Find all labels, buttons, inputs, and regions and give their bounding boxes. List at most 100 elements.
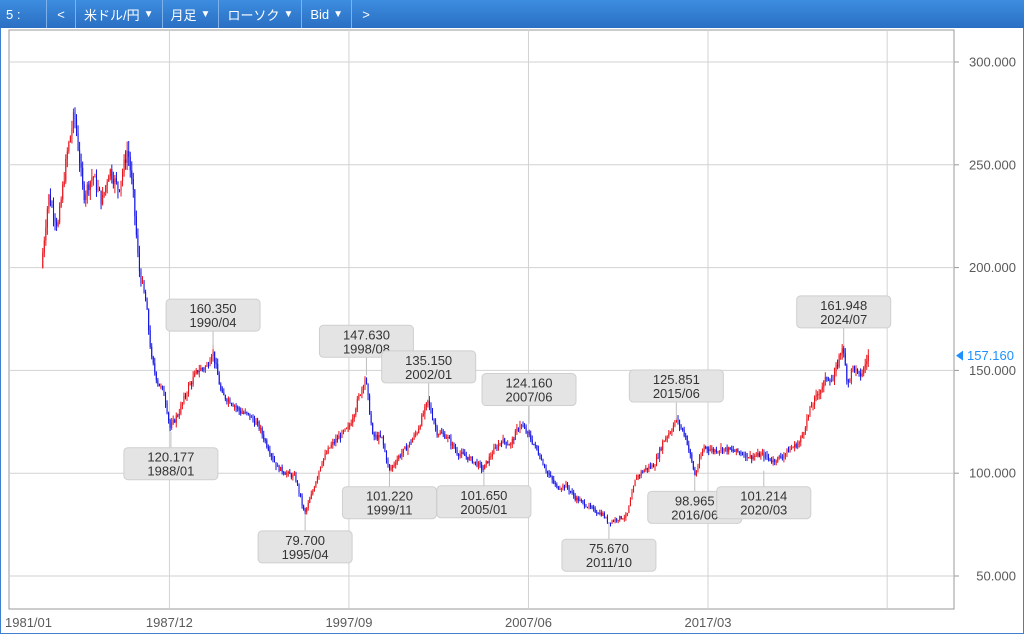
candle — [769, 458, 771, 462]
candle-body-up — [45, 227, 47, 241]
candle-body-up — [628, 505, 630, 513]
candle-body-down — [758, 453, 760, 457]
candle — [215, 357, 217, 369]
candle-body-down — [74, 112, 76, 119]
candle-body-down — [79, 149, 81, 163]
candle — [65, 154, 67, 184]
candle — [275, 462, 277, 471]
candle — [223, 388, 225, 396]
candle — [703, 444, 705, 453]
candle — [646, 467, 648, 473]
candle-body-down — [582, 500, 584, 502]
candle-body-up — [68, 142, 70, 152]
candle — [326, 450, 328, 455]
candle-body-down — [729, 447, 731, 450]
candle-body-up — [292, 474, 294, 478]
candle — [355, 407, 357, 418]
candle — [349, 422, 351, 430]
candle — [754, 453, 756, 461]
candle — [467, 456, 469, 463]
candle — [718, 450, 720, 456]
candle — [106, 178, 108, 194]
candle-body-down — [567, 483, 569, 488]
callout-value: 120.177 — [147, 450, 194, 465]
callout-box — [165, 298, 261, 332]
candle-body-up — [777, 456, 779, 462]
candle-body-down — [556, 484, 558, 487]
next-button[interactable]: > — [352, 0, 380, 28]
candle-body-down — [795, 443, 797, 448]
candle — [303, 504, 305, 511]
candle-body-down — [594, 508, 596, 513]
candle — [280, 466, 282, 472]
price-type-dropdown[interactable]: Bid ▼ — [302, 0, 353, 28]
candle-body-up — [806, 418, 808, 428]
prev-button[interactable]: < — [47, 0, 76, 28]
candle — [849, 378, 851, 384]
candle-body-down — [597, 513, 599, 515]
currency-pair-dropdown[interactable]: 米ドル/円 ▼ — [76, 0, 163, 28]
candle — [784, 452, 786, 460]
candle — [393, 461, 395, 468]
candle-body-down — [580, 499, 582, 501]
candle-body-down — [99, 188, 101, 191]
candle — [843, 345, 845, 358]
candle — [392, 464, 394, 472]
candle-body-down — [613, 520, 615, 522]
candle — [95, 169, 98, 197]
candle-body-down — [832, 380, 834, 382]
candle-body-down — [593, 507, 595, 509]
candle — [442, 429, 444, 437]
x-tick-label: 1987/12 — [146, 615, 193, 630]
current-price-label: 157.160 — [967, 348, 1014, 363]
candle — [131, 161, 133, 185]
candle — [154, 357, 156, 376]
period-dropdown[interactable]: 月足 ▼ — [163, 0, 220, 28]
candle — [269, 445, 271, 457]
candle — [352, 414, 354, 427]
candle-body-down — [365, 378, 368, 384]
candle — [309, 496, 311, 504]
candle — [201, 367, 203, 372]
candle — [123, 154, 125, 177]
callout-value: 125.851 — [653, 372, 700, 387]
candle — [588, 502, 590, 510]
candle-body-down — [545, 467, 547, 472]
candle-body-up — [484, 464, 486, 470]
candle — [149, 325, 151, 349]
candle — [662, 439, 664, 454]
candle — [772, 456, 774, 466]
candle-body-down — [860, 372, 862, 377]
candle — [410, 439, 412, 446]
candle — [188, 381, 190, 397]
candle-body-up — [356, 399, 358, 410]
candle — [378, 431, 380, 445]
candle — [108, 174, 110, 182]
candle-body-up — [212, 351, 214, 356]
candle — [180, 401, 182, 416]
candle-body-down — [100, 190, 102, 205]
candle — [370, 410, 372, 426]
candle — [46, 206, 48, 235]
candlestick-chart[interactable]: 50.000 100.000 150.000 200.000 250.000 300.00… — [0, 28, 1024, 634]
candle — [631, 488, 633, 500]
candle — [99, 186, 101, 192]
candle-body-down — [857, 369, 859, 372]
candle — [507, 440, 509, 446]
candle-body-down — [721, 447, 724, 452]
candle-body-up — [488, 456, 490, 464]
y-tick-label: 300.000 — [969, 55, 1016, 70]
candle — [720, 443, 722, 454]
candle — [459, 450, 461, 459]
candle-body-up — [361, 387, 363, 395]
chart-type-dropdown[interactable]: ローソク ▼ — [219, 0, 303, 28]
candle — [665, 435, 667, 442]
candle — [272, 452, 274, 463]
candle — [539, 452, 541, 460]
candle — [178, 408, 180, 420]
candle — [741, 451, 744, 456]
candle — [800, 435, 802, 447]
candle — [840, 352, 842, 360]
candle — [821, 382, 823, 393]
